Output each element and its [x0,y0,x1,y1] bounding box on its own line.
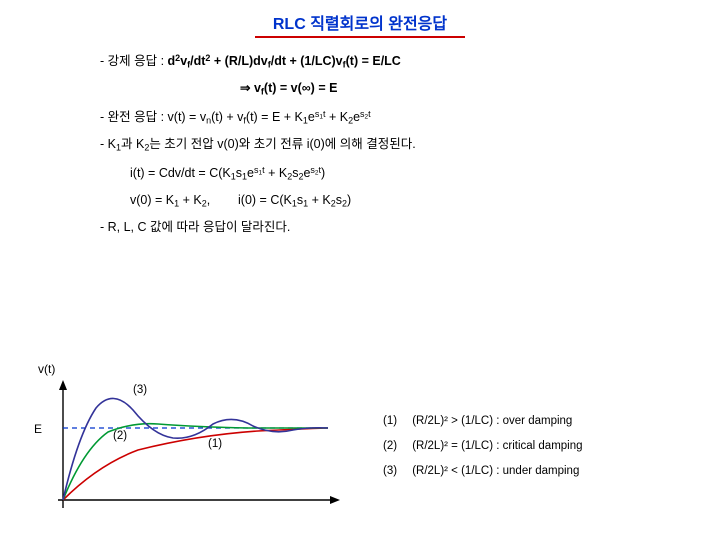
line-v0i0: v(0) = K1 + K2, i(0) = C(K1s1 + K2s2) [130,192,660,209]
title-underline [255,36,465,38]
x-axis-arrow [330,496,340,504]
curve-under-damping [63,398,328,500]
l6b: i(0) = C(K1s1 + K2s2) [238,193,351,207]
line-complete-response: - 완전 응답 : v(t) = vn(t) + vf(t) = E + K1e… [100,108,660,126]
content-box: - 강제 응답 : d2vf/dt2 + (R/L)dvf/dt + (1/LC… [100,52,660,236]
y-axis-label: v(t) [38,362,55,376]
legend-num-2: (2) [383,440,409,452]
line-k1k2: - K1과 K2는 초기 전압 v(0)와 초기 전류 i(0)에 의해 결정된… [100,136,660,153]
l2b: vf(t) = v(∞) = E [250,81,337,95]
e-label: E [34,422,42,436]
chart-svg [48,380,358,525]
curve-over-damping [63,428,328,500]
line-steady: ⇒ vf(t) = v(∞) = E [240,80,660,97]
legend-num-1: (1) [383,415,409,427]
legend-num-3: (3) [383,465,409,477]
line-forced-response: - 강제 응답 : d2vf/dt2 + (R/L)dvf/dt + (1/LC… [100,52,660,70]
y-axis-arrow [59,380,67,390]
legend-row-3: (3) (R/2L)² < (1/LC) : under damping [383,465,579,477]
l1a: - 강제 응답 : [100,54,168,68]
legend-text-1: (R/2L)² > (1/LC) : over damping [412,415,572,427]
legend-row-1: (1) (R/2L)² > (1/LC) : over damping [383,415,572,427]
l6a: v(0) = K1 + K2, [130,193,210,207]
curve-label-1: (1) [208,438,222,450]
l1b: d2vf/dt2 + (R/L)dvf/dt + (1/LC)vf(t) = E… [168,54,401,68]
curve-label-2: (2) [113,430,127,442]
line-rlc: - R, L, C 값에 따라 응답이 달라진다. [100,219,660,236]
legend-text-3: (R/2L)² < (1/LC) : under damping [412,465,579,477]
line-it: i(t) = Cdv/dt = C(K1s1es1t + K2s2es2t) [130,164,660,182]
legend-row-2: (2) (R/2L)² = (1/LC) : critical damping [383,440,583,452]
legend-text-2: (R/2L)² = (1/LC) : critical damping [412,440,582,452]
arrow: ⇒ [240,81,250,95]
chart-area: v(t) E (3) (2) (1) (1) (R/2L)² > (1/LC) … [28,380,698,530]
title-text: RLC 직렬회로의 완전응답 [273,16,447,33]
curve-label-3: (3) [133,384,147,396]
page-title: RLC 직렬회로의 완전응답 [0,0,720,34]
